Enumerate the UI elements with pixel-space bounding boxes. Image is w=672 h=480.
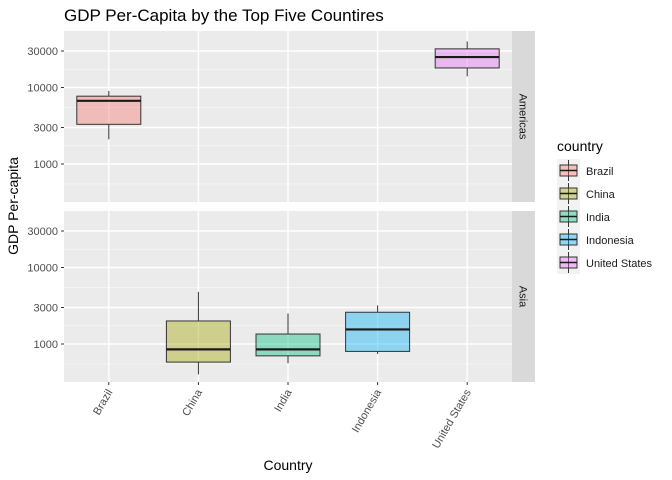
y-tick-label: 30000 xyxy=(27,46,58,58)
box-china xyxy=(165,291,231,375)
box-iqr xyxy=(165,320,231,363)
box-indonesia xyxy=(345,305,411,355)
legend-label: China xyxy=(586,189,616,201)
y-tick-label: 1000 xyxy=(34,339,58,351)
y-tick-label: 3000 xyxy=(34,123,58,135)
facet-panels: 1000 3000 10000 30000 Americas 1000 3000 10000 3… xyxy=(27,31,535,382)
legend-label: Brazil xyxy=(586,166,614,178)
box-iqr xyxy=(345,311,411,352)
x-axis-title: Country xyxy=(263,457,312,473)
legend-item-china: China xyxy=(557,182,616,205)
facet-panel-americas: 1000 3000 10000 30000 Americas xyxy=(27,31,535,202)
legend: country Brazil China India Indonesia United … xyxy=(557,138,653,274)
facet-strip xyxy=(512,211,535,382)
legend-label: India xyxy=(586,212,611,224)
chart-title: GDP Per-Capita by the Top Five Countires xyxy=(64,6,384,25)
x-axis: Brazil China India Indonesia United States xyxy=(91,382,474,451)
box-iqr xyxy=(434,48,500,69)
y-tick-label: 30000 xyxy=(27,226,58,238)
box-india xyxy=(255,313,321,364)
facet-strip-label: Asia xyxy=(517,286,529,308)
x-tick-label: India xyxy=(272,387,295,414)
x-tick-label: China xyxy=(180,387,205,419)
legend-item-brazil: Brazil xyxy=(557,159,614,182)
facet-strip-label: Americas xyxy=(517,94,529,140)
facet-strip xyxy=(512,31,535,202)
y-tick-label: 1000 xyxy=(34,159,58,171)
box-brazil xyxy=(76,91,142,140)
legend-item-united-states: United States xyxy=(557,251,653,274)
legend-label: Indonesia xyxy=(586,235,635,247)
x-tick-label: Brazil xyxy=(91,388,115,418)
box-iqr xyxy=(255,333,321,357)
y-axis-title: GDP Per-capita xyxy=(5,157,21,255)
y-tick-label: 10000 xyxy=(27,262,58,274)
legend-item-indonesia: Indonesia xyxy=(557,228,635,251)
box-united-states xyxy=(434,41,500,77)
facet-panel-asia: 1000 3000 10000 30000 Asia xyxy=(27,211,535,382)
x-tick-label: United States xyxy=(430,387,474,451)
y-tick-label: 3000 xyxy=(34,303,58,315)
y-tick-label: 10000 xyxy=(27,82,58,94)
legend-item-india: India xyxy=(557,205,611,228)
legend-title: country xyxy=(557,138,603,154)
legend-label: United States xyxy=(586,258,653,270)
x-tick-label: Indonesia xyxy=(350,387,385,435)
